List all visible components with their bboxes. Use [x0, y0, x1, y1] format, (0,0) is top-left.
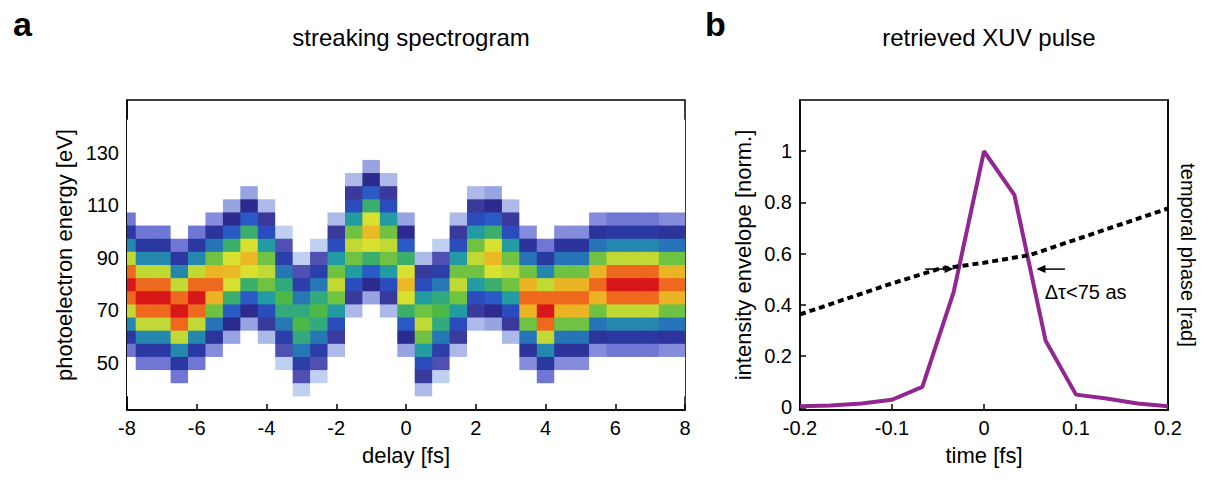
- svg-text:temporal phase [rad]: temporal phase [rad]: [1177, 163, 1199, 346]
- svg-text:-0.2: -0.2: [783, 417, 817, 439]
- svg-text:0: 0: [400, 417, 411, 439]
- svg-text:0.2: 0.2: [764, 345, 792, 367]
- svg-text:-4: -4: [258, 417, 276, 439]
- svg-text:0: 0: [978, 417, 989, 439]
- svg-text:0: 0: [781, 396, 792, 418]
- svg-text:streaking spectrogram: streaking spectrogram: [292, 24, 529, 51]
- svg-text:0.6: 0.6: [764, 243, 792, 265]
- svg-text:0.1: 0.1: [1062, 417, 1090, 439]
- svg-text:-0.1: -0.1: [875, 417, 909, 439]
- svg-text:time [fs]: time [fs]: [945, 443, 1022, 468]
- svg-text:a: a: [13, 5, 33, 43]
- svg-text:6: 6: [610, 417, 621, 439]
- svg-text:130: 130: [86, 142, 119, 164]
- svg-text:50: 50: [97, 352, 119, 374]
- svg-text:8: 8: [679, 417, 690, 439]
- svg-text:110: 110: [87, 194, 119, 216]
- svg-text:Δτ<75 as: Δτ<75 as: [1045, 281, 1127, 303]
- svg-text:70: 70: [97, 299, 119, 321]
- svg-text:delay [fs]: delay [fs]: [362, 443, 450, 468]
- svg-text:0.4: 0.4: [764, 294, 792, 316]
- svg-text:-8: -8: [118, 417, 136, 439]
- svg-text:4: 4: [540, 417, 551, 439]
- svg-text:1: 1: [781, 140, 792, 162]
- svg-text:0.8: 0.8: [764, 191, 792, 213]
- svg-text:90: 90: [97, 247, 119, 269]
- svg-text:intensity envelope [norm.]: intensity envelope [norm.]: [731, 130, 756, 381]
- svg-text:-6: -6: [188, 417, 206, 439]
- svg-text:2: 2: [470, 417, 481, 439]
- svg-text:retrieved XUV pulse: retrieved XUV pulse: [882, 24, 1095, 51]
- svg-text:0.2: 0.2: [1154, 417, 1182, 439]
- svg-text:-2: -2: [327, 417, 345, 439]
- svg-text:b: b: [705, 5, 726, 43]
- svg-text:photoelectron energy [eV]: photoelectron energy [eV]: [52, 129, 77, 381]
